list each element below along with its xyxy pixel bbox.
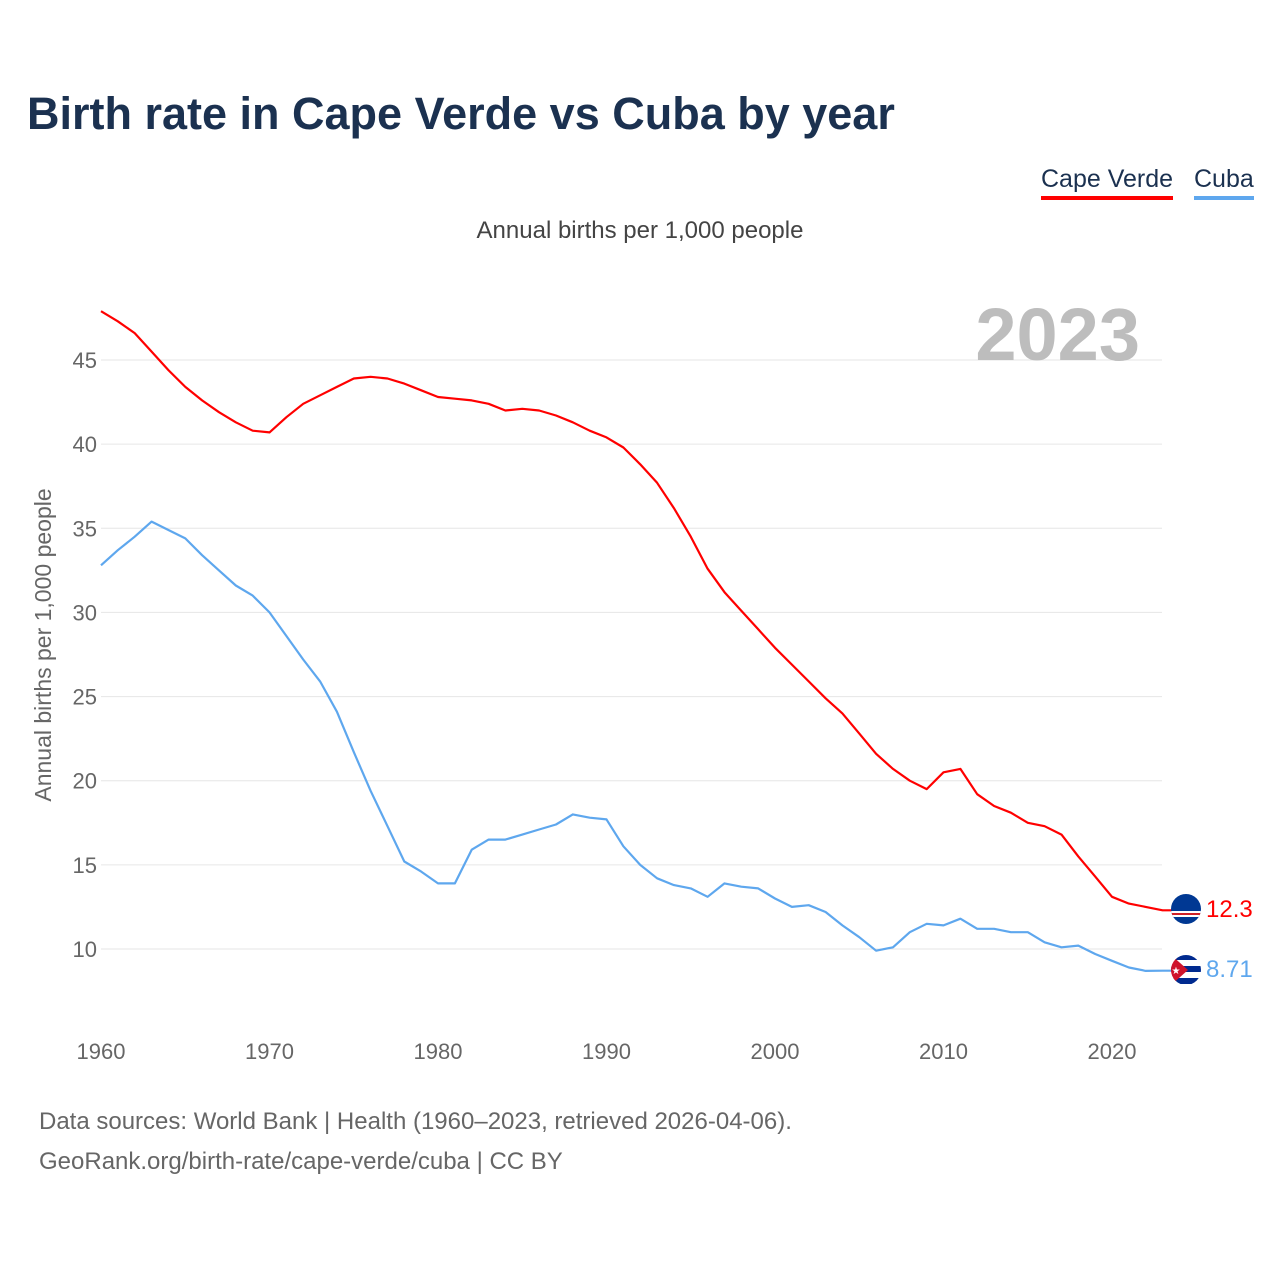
chart-title: Birth rate in Cape Verde vs Cuba by year [27, 88, 895, 139]
x-tick-label: 2000 [751, 1039, 800, 1064]
year-watermark: 2023 [975, 293, 1140, 376]
series-line-cuba [100, 520, 1172, 973]
attribution-link[interactable]: GeoRank.org/birth-rate/cape-verde/cuba |… [39, 1148, 563, 1175]
x-tick-label: 2010 [919, 1039, 968, 1064]
cuba-end-label: 8.71 [1206, 956, 1253, 983]
y-tick-label: 15 [73, 853, 97, 878]
legend-cape-verde[interactable]: Cape Verde [1041, 165, 1174, 200]
y-tick-label: 35 [73, 516, 97, 541]
cape-verde-end-label: 12.3 [1206, 896, 1253, 923]
series-line-cape-verde [100, 310, 1172, 912]
y-tick-label: 20 [73, 769, 97, 794]
x-tick-label: 1960 [77, 1039, 126, 1064]
legend-cuba[interactable]: Cuba [1194, 165, 1254, 200]
chart-subtitle: Annual births per 1,000 people [476, 217, 804, 244]
x-tick-label: 1970 [245, 1039, 294, 1064]
x-tick-label: 2020 [1088, 1039, 1137, 1064]
data-source: Data sources: World Bank | Health (1960–… [39, 1108, 792, 1135]
x-tick-label: 1990 [582, 1039, 631, 1064]
y-tick-label: 10 [73, 937, 97, 962]
y-tick-label: 30 [73, 600, 97, 625]
cape-verde-flag-icon [1171, 894, 1201, 924]
y-tick-label: 25 [73, 685, 97, 710]
y-axis-label: Annual births per 1,000 people [30, 488, 56, 801]
y-tick-label: 40 [73, 432, 97, 457]
cuba-flag-icon: ★ [1171, 955, 1201, 985]
y-tick-label: 45 [73, 348, 97, 373]
svg-text:★: ★ [1172, 966, 1181, 977]
x-tick-label: 1980 [414, 1039, 463, 1064]
